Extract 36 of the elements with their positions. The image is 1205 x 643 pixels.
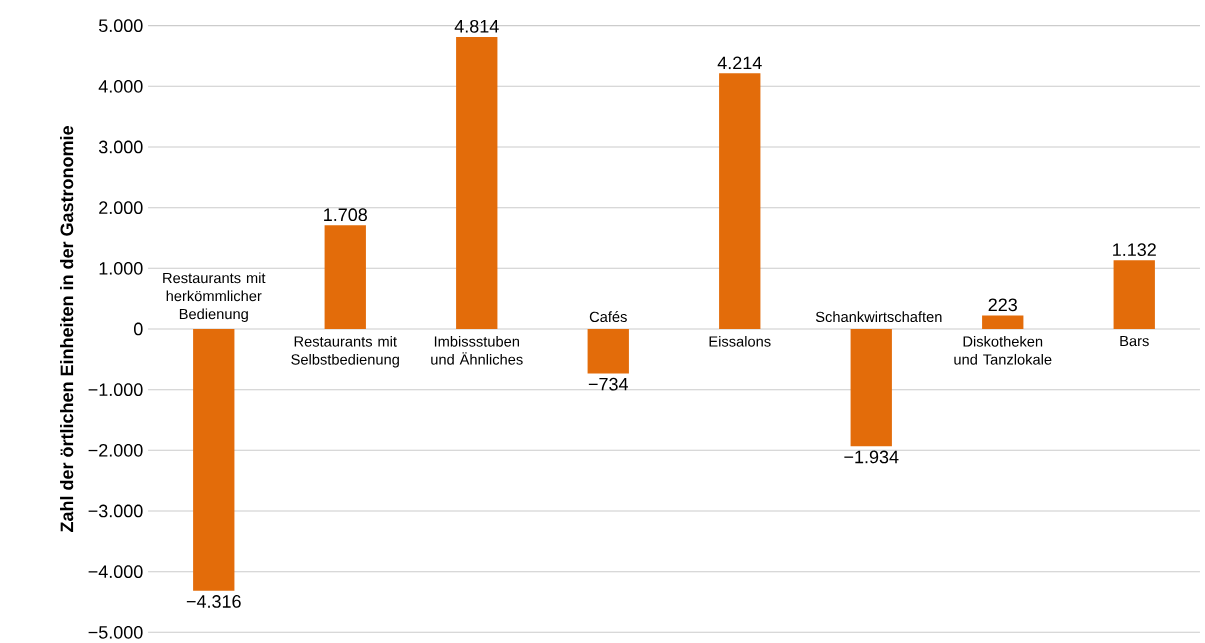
data-label: −1.934 bbox=[844, 450, 899, 464]
y-tick-label: 2.000 bbox=[99, 201, 143, 214]
data-label: 4.814 bbox=[454, 19, 499, 33]
bar bbox=[456, 36, 498, 329]
bar bbox=[587, 328, 629, 374]
data-label: 1.132 bbox=[1113, 243, 1156, 256]
bar bbox=[324, 225, 366, 329]
y-tick-label: 3.000 bbox=[98, 140, 143, 154]
y-tick-label: 1.000 bbox=[99, 261, 143, 275]
y-tick-label: 0 bbox=[134, 322, 143, 336]
x-tick-label: Restaurants mit herkömmlicher Bedienung bbox=[163, 272, 266, 322]
y-axis-title: Zahl der örtlichen Einheiten in der Gastronomie bbox=[60, 126, 74, 532]
data-label: 1.708 bbox=[324, 208, 367, 222]
bar bbox=[850, 328, 892, 447]
bar bbox=[193, 328, 235, 591]
bar bbox=[1113, 260, 1155, 329]
x-tick-label: Eissalons bbox=[709, 335, 771, 347]
y-tick-label: 4.000 bbox=[98, 79, 143, 93]
x-tick-label: Diskotheken und Tanzlokale bbox=[954, 335, 1052, 365]
x-tick-label: Cafés bbox=[589, 311, 627, 322]
x-tick-label: Restaurants mit Selbstbedienung bbox=[291, 335, 399, 368]
bar bbox=[719, 73, 761, 329]
x-tick-label: Schankwirtschaften bbox=[815, 311, 942, 322]
y-tick-label: 5.000 bbox=[98, 19, 143, 32]
data-label: 223 bbox=[988, 298, 1017, 312]
y-tick-label: −1.000 bbox=[88, 383, 143, 396]
x-tick-label: Imbissstuben und Ähnliches bbox=[431, 335, 523, 365]
y-tick-label: −5.000 bbox=[88, 625, 143, 639]
y-tick-label: −4.000 bbox=[88, 565, 143, 578]
data-label: −4.316 bbox=[186, 595, 241, 608]
y-tick-label: −3.000 bbox=[88, 504, 143, 518]
y-tick-label: −2.000 bbox=[88, 443, 143, 457]
x-tick-label: Bars bbox=[1120, 335, 1149, 347]
bar bbox=[982, 315, 1024, 329]
data-label: 4.214 bbox=[717, 56, 762, 70]
data-label: −734 bbox=[588, 377, 628, 391]
